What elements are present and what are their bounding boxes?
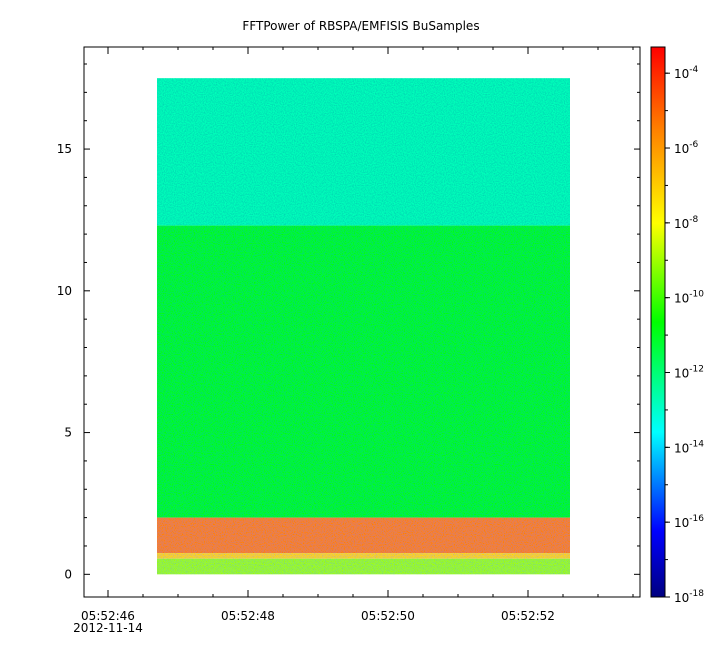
x-tick-label: 05:52:46 xyxy=(81,609,135,623)
x-tick-label: 05:52:50 xyxy=(361,609,415,623)
spectrogram-band xyxy=(157,558,570,575)
x-date-label: 2012-11-14 xyxy=(73,621,143,635)
y-tick-label: 10 xyxy=(57,284,72,298)
spectrogram-band xyxy=(157,517,570,554)
colorbar-tick-label: 10-14 xyxy=(674,439,704,455)
spectrogram-heatmap xyxy=(157,78,570,575)
colorbar-tick-label: 10-16 xyxy=(674,514,704,530)
colorbar-axis: 10-4 10-6 10-8 10-10 10-12 10-14 10-16 10-18 xyxy=(665,65,704,605)
spectrogram-band xyxy=(157,553,570,559)
colorbar-tick-label: 10-18 xyxy=(674,589,704,605)
x-tick-label: 05:52:48 xyxy=(221,609,275,623)
y-tick-label: 0 xyxy=(64,567,72,581)
y-axis: 0 5 10 15 xyxy=(57,63,640,581)
spectrogram-band xyxy=(157,225,570,518)
colorbar-tick-label: 10-10 xyxy=(674,290,704,306)
y-tick-label: 15 xyxy=(57,142,72,156)
chart-title: FFTPower of RBSPA/EMFISIS BuSamples xyxy=(242,19,479,33)
x-tick-label: 05:52:52 xyxy=(501,609,555,623)
colorbar-tick-label: 10-4 xyxy=(674,65,699,81)
spectrogram-band xyxy=(157,78,570,226)
colorbar-tick-label: 10-6 xyxy=(674,140,699,156)
y-tick-label: 5 xyxy=(64,426,72,440)
colorbar xyxy=(650,46,666,598)
colorbar-tick-label: 10-12 xyxy=(674,365,704,381)
colorbar-tick-label: 10-8 xyxy=(674,215,699,231)
